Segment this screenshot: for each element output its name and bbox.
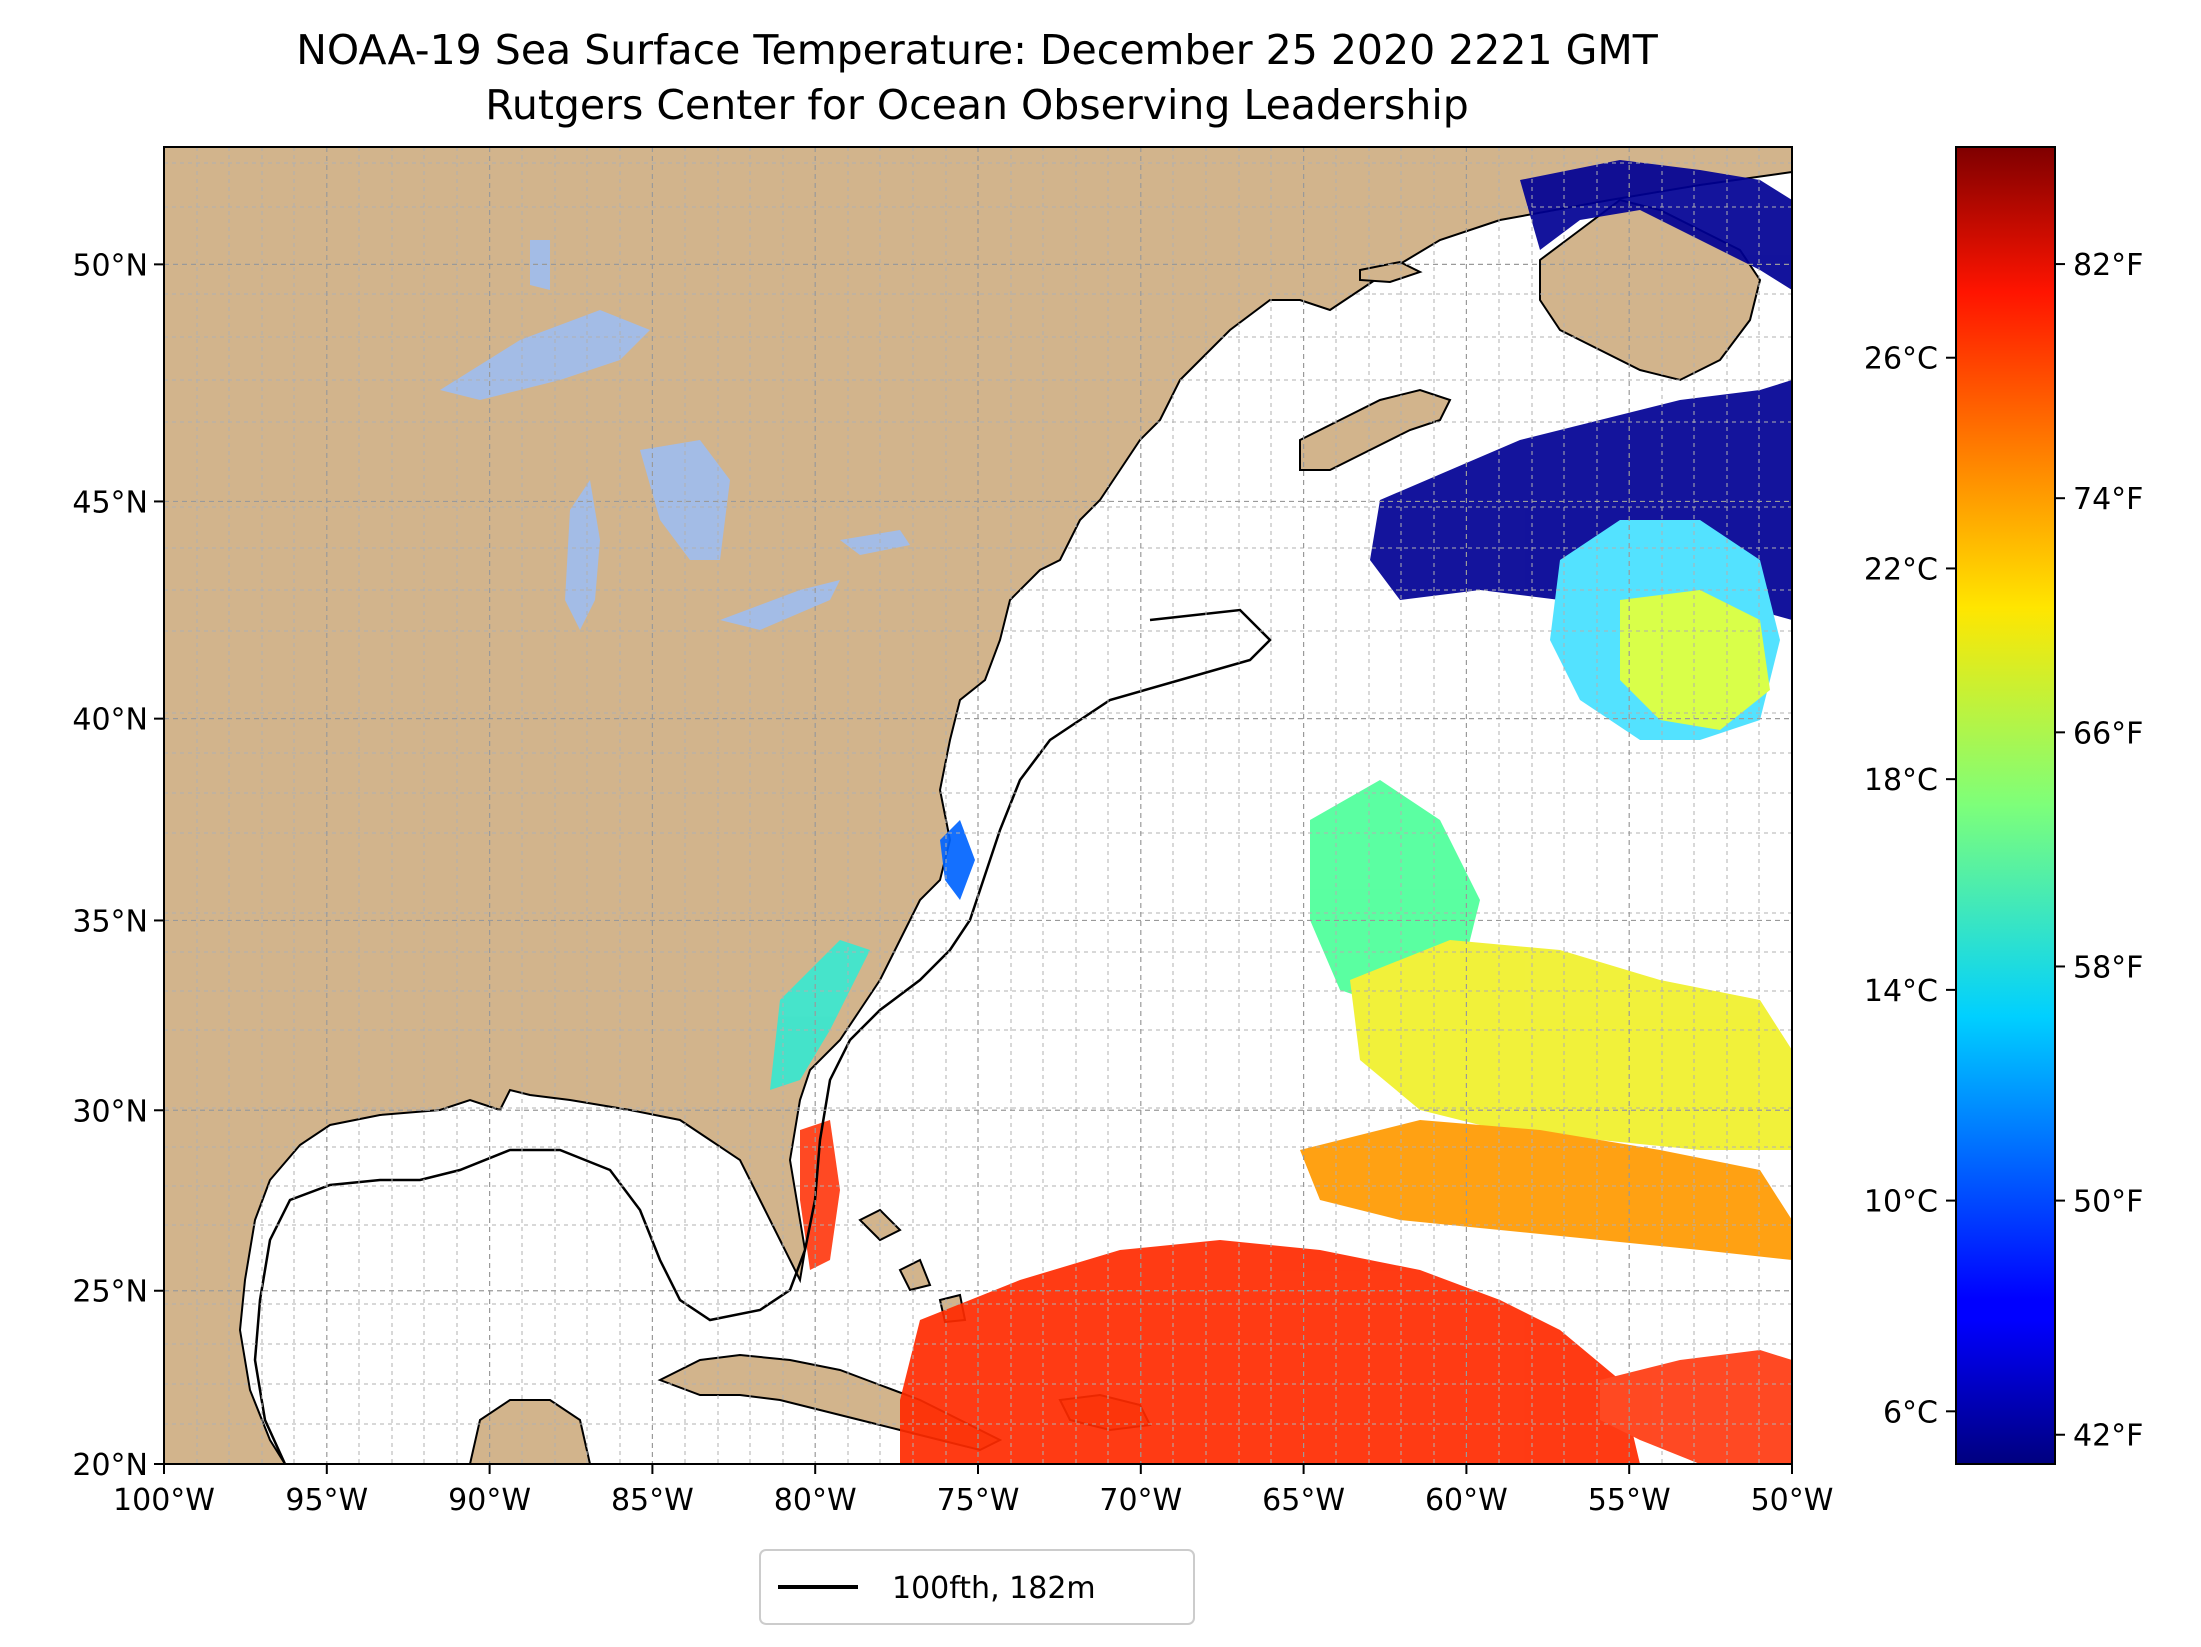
lat-tick-label: 20°N <box>72 1448 148 1483</box>
latitude-axis: 20°N 25°N 30°N 35°N 40°N 45°N 50°N <box>72 248 164 1483</box>
graticule <box>164 147 1792 1464</box>
celsius-tick-label: 14°C <box>1864 974 1938 1009</box>
colorbar-celsius-axis: 6°C 10°C 14°C 18°C 22°C 26°C <box>1864 342 1956 1430</box>
lon-tick-label: 85°W <box>611 1483 694 1518</box>
fahrenheit-tick-label: 42°F <box>2073 1419 2143 1454</box>
celsius-tick-label: 18°C <box>1864 763 1938 798</box>
isobath-100fth-atlantic <box>253 608 1272 1464</box>
nova-scotia-land <box>1299 388 1452 471</box>
sst-patch-cold-gulfstlawrence <box>1520 160 1792 290</box>
fahrenheit-tick-label: 66°F <box>2073 716 2143 751</box>
fahrenheit-tick-label: 82°F <box>2073 248 2143 283</box>
graticule-major <box>164 147 1792 1464</box>
fahrenheit-tick-label: 74°F <box>2073 482 2143 517</box>
lon-tick-label: 55°W <box>1588 1483 1671 1518</box>
lat-tick-label: 50°N <box>72 248 148 283</box>
lat-tick-label: 45°N <box>72 485 148 520</box>
colorbar-fahrenheit-axis: 42°F 50°F 58°F 66°F 74°F 82°F <box>2055 248 2143 1454</box>
lat-tick-label: 35°N <box>72 904 148 939</box>
lon-tick-label: 75°W <box>937 1483 1020 1518</box>
sst-patch-red-southeast <box>1600 1350 1792 1464</box>
celsius-tick-label: 26°C <box>1864 342 1938 377</box>
lon-tick-label: 50°W <box>1751 1483 1834 1518</box>
lake-superior <box>440 310 650 400</box>
lake-erie <box>720 580 840 630</box>
sst-data-layer <box>770 160 1792 1464</box>
map-area[interactable] <box>164 147 1792 1464</box>
longitude-axis: 100°W 95°W 90°W 85°W 80°W 75°W 70°W 65°W 60°W 55°… <box>113 1464 1833 1518</box>
colorbar-gradient <box>1956 147 2055 1464</box>
celsius-tick-label: 6°C <box>1883 1395 1938 1430</box>
legend-box <box>759 1549 1195 1625</box>
colorbar-frame <box>1955 146 2056 1465</box>
map-title-line2: Rutgers Center for Ocean Observing Leade… <box>485 81 1469 129</box>
sst-patch-yellow-grandbanks <box>1620 590 1770 730</box>
anticosti-land <box>1359 260 1423 284</box>
lon-tick-label: 80°W <box>774 1483 857 1518</box>
sst-patch-midatlantic-blue <box>940 820 975 900</box>
sst-patch-red-caribbean <box>900 1240 1640 1464</box>
north-america-land <box>164 147 1792 1464</box>
lake-winnipeg <box>530 240 550 290</box>
lat-tick-label: 40°N <box>72 703 148 738</box>
lat-tick-label: 25°N <box>72 1275 148 1310</box>
celsius-tick-label: 22°C <box>1864 552 1938 587</box>
lon-tick-label: 90°W <box>448 1483 531 1518</box>
fahrenheit-tick-label: 58°F <box>2073 950 2143 985</box>
lake-michigan <box>565 480 600 630</box>
yucatan-land <box>468 1399 592 1464</box>
lon-tick-label: 95°W <box>285 1483 368 1518</box>
lon-tick-label: 70°W <box>1099 1483 1182 1518</box>
map-title-line1: NOAA-19 Sea Surface Temperature: Decembe… <box>296 26 1658 74</box>
sst-patch-florida-coastal <box>800 1120 840 1270</box>
lon-tick-label: 100°W <box>113 1483 215 1518</box>
legend: 100fth, 182m <box>759 1549 1195 1625</box>
sst-patch-se-coast-cyan <box>770 940 870 1090</box>
colorbar: 6°C 10°C 14°C 18°C 22°C 26°C 42°F 50°F 58°F 66°F… <box>1864 146 2143 1465</box>
lon-tick-label: 60°W <box>1425 1483 1508 1518</box>
lake-ontario <box>840 530 910 555</box>
celsius-tick-label: 10°C <box>1864 1185 1938 1220</box>
sst-patch-yellow-central <box>1350 940 1792 1150</box>
lat-tick-label: 30°N <box>72 1094 148 1129</box>
legend-label: 100fth, 182m <box>892 1571 1096 1606</box>
fahrenheit-tick-label: 50°F <box>2073 1185 2143 1220</box>
lon-tick-label: 65°W <box>1262 1483 1345 1518</box>
